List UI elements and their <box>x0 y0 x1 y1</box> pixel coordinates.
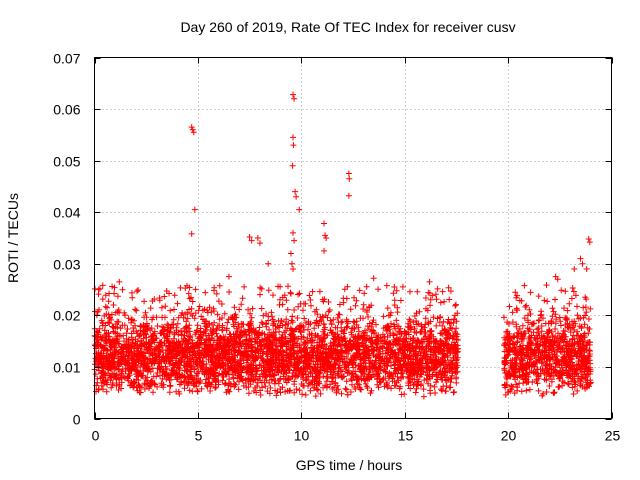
y-tick-label: 0.03 <box>53 257 80 273</box>
roti-point <box>346 175 353 182</box>
roti-point <box>248 237 255 244</box>
data-points <box>91 91 594 400</box>
roti-point <box>345 192 352 199</box>
roti-point <box>225 273 232 280</box>
roti-point <box>189 126 196 133</box>
y-tick-label: 0.04 <box>53 205 80 221</box>
roti-point <box>586 239 593 246</box>
roti-point <box>291 237 298 244</box>
chart-title: Day 260 of 2019, Rate Of TEC Index for r… <box>180 19 515 35</box>
roti-point <box>289 162 296 169</box>
roti-point <box>287 250 294 257</box>
roti-point <box>254 235 261 241</box>
roti-point <box>188 124 195 131</box>
x-tick-label: 5 <box>195 428 203 444</box>
roti-point <box>579 260 586 267</box>
roti-point <box>246 233 253 240</box>
y-tick-label: 0.07 <box>53 51 80 67</box>
roti-point <box>194 265 201 272</box>
x-tick-label: 20 <box>501 428 517 444</box>
roti-point <box>571 265 578 272</box>
roti-point <box>290 229 297 236</box>
roti-point <box>577 255 584 262</box>
y-axis-ticks: 0 0.01 0.02 0.03 0.04 0.05 0.06 0.07 <box>53 51 612 428</box>
y-tick-label: 0.01 <box>53 360 80 376</box>
y-tick-label: 0.02 <box>53 308 80 324</box>
roti-points-dense-band <box>91 282 594 400</box>
roti-point <box>290 265 297 272</box>
roti-point <box>116 278 123 285</box>
x-axis-ticks: 0 5 10 15 20 25 <box>92 57 621 444</box>
y-tick-label: 0.05 <box>53 154 80 170</box>
roti-point <box>95 286 102 293</box>
roti-point <box>290 91 297 98</box>
x-tick-label: 15 <box>398 428 414 444</box>
x-tick-label: 10 <box>294 428 310 444</box>
roti-point <box>191 206 198 213</box>
roti-point <box>190 129 197 136</box>
roti-point <box>265 260 272 267</box>
y-tick-label: 0 <box>73 412 81 428</box>
roti-point <box>345 170 352 177</box>
roti-point <box>583 265 590 272</box>
y-axis-label: ROTI / TECUs <box>5 193 21 283</box>
y-tick-label: 0.06 <box>53 102 80 118</box>
roti-point <box>323 235 330 241</box>
x-tick-label: 25 <box>605 428 621 444</box>
x-axis-label: GPS time / hours <box>296 457 403 473</box>
roti-point <box>321 220 328 227</box>
roti-point <box>256 240 263 247</box>
roti-point <box>554 276 561 283</box>
roti-point <box>370 275 377 282</box>
roti-point <box>290 142 297 149</box>
roti-point <box>188 230 195 237</box>
roti-point <box>321 247 328 254</box>
x-tick-label: 0 <box>92 428 100 444</box>
roti-point <box>291 95 298 102</box>
roti-point <box>391 283 398 290</box>
roti-point <box>296 206 303 213</box>
plot-frame <box>94 57 612 419</box>
roti-point <box>290 134 297 141</box>
roti-point <box>322 232 329 239</box>
roti-point <box>292 188 299 195</box>
roti-point <box>585 236 592 243</box>
roti-point <box>288 260 295 267</box>
roti-point <box>426 278 433 285</box>
roti-point <box>293 193 300 200</box>
